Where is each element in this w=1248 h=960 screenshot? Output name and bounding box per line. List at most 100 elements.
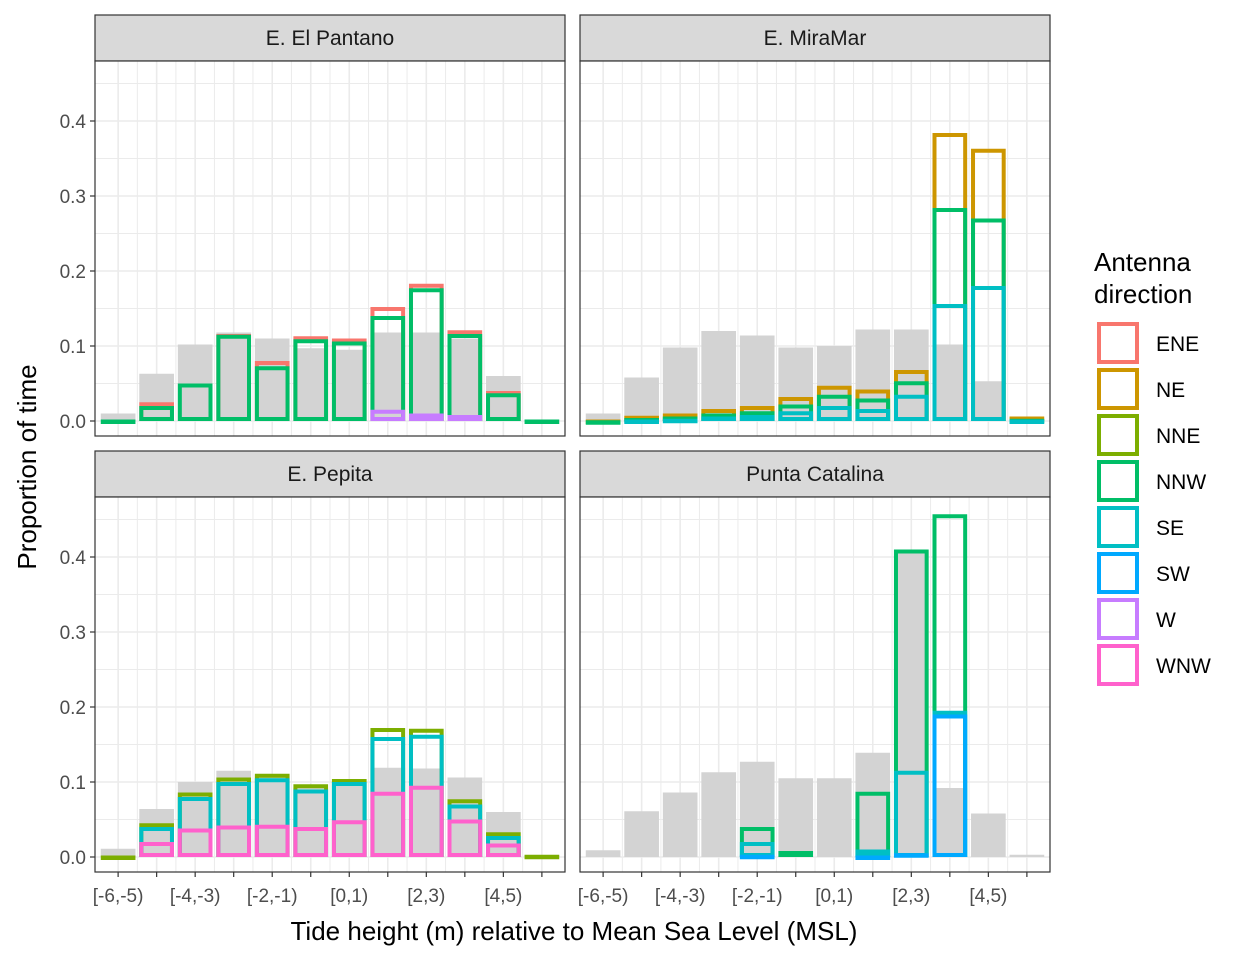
bar-se xyxy=(855,849,891,857)
legend-key xyxy=(1097,368,1139,410)
background-bar xyxy=(100,848,136,857)
legend-label: NNE xyxy=(1156,425,1200,448)
background-bar xyxy=(139,809,174,857)
background-bar xyxy=(331,782,367,857)
background-bar xyxy=(662,792,698,857)
y-axis-title: Proportion of time xyxy=(12,364,42,569)
background-bar xyxy=(855,752,891,857)
bar-sw xyxy=(855,855,891,860)
background-bar xyxy=(778,347,814,421)
bar-se xyxy=(662,418,698,424)
axes: 0.0 0.1 0.2 0.3 0.4 0.0 0.1 0.2 0.3 0.4 [-6,-5) [-4… xyxy=(60,112,1028,907)
background-bar xyxy=(778,778,814,857)
bar-wnw xyxy=(486,843,521,857)
bar-wnw xyxy=(293,827,329,857)
legend-item-sw: SW xyxy=(1097,552,1190,594)
panel-border xyxy=(579,60,1051,437)
bar-nnw xyxy=(778,851,814,857)
panel-border xyxy=(579,496,1051,873)
bar-nnw xyxy=(331,341,367,421)
legend-key xyxy=(1097,598,1139,640)
background-bar xyxy=(254,774,290,857)
x-tick-label: [-4,-3) xyxy=(655,886,706,907)
background-bar xyxy=(486,376,521,421)
bar-nnw xyxy=(486,393,521,421)
series-wnw xyxy=(139,785,521,857)
legend-title: Antenna direction xyxy=(1094,247,1192,309)
legend-label: SW xyxy=(1156,563,1190,586)
background-bar xyxy=(971,813,1006,857)
background-bar xyxy=(100,413,136,421)
background-bar xyxy=(177,344,213,421)
background-bar xyxy=(855,329,891,421)
bar-se xyxy=(816,406,852,421)
bar-se xyxy=(893,394,929,421)
x-tick-label: [4,5) xyxy=(969,886,1007,907)
bar-wnw xyxy=(331,820,367,857)
bar-w xyxy=(370,409,406,421)
background-bar xyxy=(447,777,483,857)
background-bar xyxy=(739,761,775,857)
facet-panels: E. El Pantano E. MiraMar E. Pepita Punta Ca… xyxy=(94,14,1051,873)
legend-label: NNW xyxy=(1156,471,1206,494)
legend-label: NE xyxy=(1156,379,1185,402)
background-bar xyxy=(331,349,367,421)
y-tick-label: 0.3 xyxy=(60,623,86,644)
bar-w xyxy=(408,413,444,421)
bar-nnw xyxy=(585,420,621,425)
background-bar xyxy=(932,344,968,421)
legend-key xyxy=(1097,506,1139,548)
x-tick-label: [4,5) xyxy=(484,886,522,907)
facet-panel-e-el-pantano: E. El Pantano xyxy=(94,14,566,437)
bar-sw xyxy=(739,854,775,860)
x-tick-label: [-6,-5) xyxy=(93,886,144,907)
legend-key xyxy=(1097,552,1139,594)
bar-nnw xyxy=(100,419,136,424)
background-bars xyxy=(585,550,1045,857)
bar-nnw xyxy=(254,366,290,421)
legend-item-se: SE xyxy=(1097,506,1184,548)
series-sw xyxy=(739,714,968,860)
y-tick-label: 0.3 xyxy=(60,187,86,208)
bar-nnw xyxy=(139,406,174,421)
bar-nnw xyxy=(216,334,252,421)
bar-wnw xyxy=(216,825,252,857)
x-tick-label: [2,3) xyxy=(892,886,930,907)
bar-sw xyxy=(932,714,968,857)
background-bar xyxy=(662,347,698,421)
legend-key xyxy=(1097,460,1139,502)
facet-strip xyxy=(579,450,1051,498)
bar-sw xyxy=(893,853,929,858)
facet-strip-label: E. MiraMar xyxy=(764,27,867,50)
background-bar xyxy=(293,788,329,857)
bar-wnw xyxy=(139,842,174,857)
legend-key xyxy=(1097,414,1139,456)
bar-se xyxy=(701,416,737,421)
legend-key xyxy=(1097,644,1139,686)
y-tick-label: 0.4 xyxy=(60,112,87,133)
bar-wnw xyxy=(408,785,444,857)
background-bars xyxy=(585,329,1006,421)
legend-item-wnw: WNW xyxy=(1097,644,1211,686)
background-bar xyxy=(254,338,290,421)
y-tick-label: 0.2 xyxy=(60,262,86,283)
legend-item-nnw: NNW xyxy=(1097,460,1206,502)
legend-key xyxy=(1097,322,1139,364)
background-bar xyxy=(216,332,252,421)
panel-border xyxy=(94,60,566,437)
background-bar xyxy=(447,338,483,421)
background-bar xyxy=(932,788,968,857)
background-bar xyxy=(585,413,621,421)
facet-strip-label: Punta Catalina xyxy=(746,463,884,486)
facet-panel-punta-catalina: Punta Catalina xyxy=(579,450,1051,873)
bar-wnw xyxy=(370,791,406,857)
bar-wnw xyxy=(447,819,483,857)
x-tick-label: [-4,-3) xyxy=(170,886,221,907)
background-bar xyxy=(408,332,444,421)
facet-strip-label: E. El Pantano xyxy=(266,27,394,50)
bar-wnw xyxy=(254,824,290,857)
bar-se xyxy=(1009,419,1045,424)
x-tick-label: [0,1) xyxy=(330,886,368,907)
background-bar xyxy=(701,331,737,421)
